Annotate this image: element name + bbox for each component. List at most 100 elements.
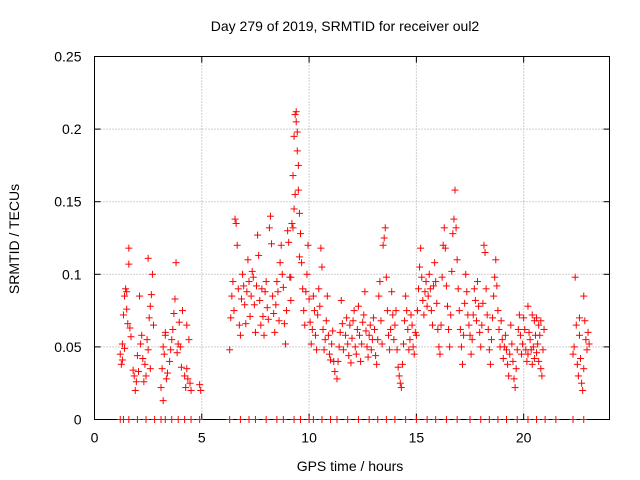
data-point [460, 331, 468, 339]
data-point [348, 334, 356, 342]
data-point [573, 360, 581, 368]
data-point [309, 292, 317, 300]
data-point [288, 219, 296, 227]
data-point [510, 375, 518, 383]
data-point [534, 340, 542, 348]
data-point [540, 325, 548, 333]
data-point [424, 292, 432, 300]
data-point [349, 317, 357, 325]
data-point [481, 249, 489, 257]
data-point [132, 378, 140, 386]
data-point [416, 263, 424, 271]
data-point [185, 336, 193, 344]
data-point [334, 357, 342, 365]
data-point [125, 244, 133, 252]
x-tick-label: 5 [198, 430, 206, 446]
data-point [354, 416, 362, 423]
data-point [266, 212, 274, 220]
data-point [447, 311, 455, 319]
data-point [506, 350, 514, 358]
data-point [571, 273, 579, 281]
data-point [146, 302, 154, 310]
data-point [492, 256, 500, 264]
data-point [248, 267, 256, 275]
data-point [287, 273, 295, 281]
data-point [314, 311, 322, 319]
data-point [290, 132, 298, 140]
data-point [283, 307, 291, 315]
data-point [122, 285, 130, 293]
data-point [431, 259, 439, 267]
data-point [295, 209, 303, 217]
data-point [162, 375, 170, 383]
data-point [410, 350, 418, 358]
data-point [306, 318, 314, 326]
data-point [182, 384, 190, 392]
data-point [255, 251, 263, 259]
data-point [396, 379, 404, 387]
data-point [277, 241, 285, 249]
data-point [157, 384, 165, 392]
data-point [528, 360, 536, 368]
data-point [384, 331, 392, 339]
data-point [251, 328, 259, 336]
data-point [337, 296, 345, 304]
data-point [327, 416, 335, 423]
data-point [125, 416, 133, 423]
data-point [533, 349, 541, 357]
data-point [472, 317, 480, 325]
data-point [144, 346, 152, 354]
y-tick-label: 0 [74, 412, 82, 428]
data-point [304, 241, 312, 249]
data-point [312, 331, 320, 339]
data-point [298, 259, 306, 267]
data-point [518, 350, 526, 358]
data-point [537, 365, 545, 373]
data-point [495, 325, 503, 333]
data-point [178, 307, 186, 315]
data-point [299, 285, 307, 293]
data-point [425, 270, 433, 278]
data-point [233, 241, 241, 249]
data-point [462, 270, 470, 278]
data-point [450, 215, 458, 223]
data-point [181, 372, 189, 380]
data-point [448, 267, 456, 275]
data-point [415, 285, 423, 293]
data-point [440, 224, 448, 232]
data-point [146, 365, 154, 373]
data-point [246, 312, 254, 320]
data-point [271, 328, 279, 336]
data-point [129, 366, 137, 374]
data-point [428, 321, 436, 329]
data-point [293, 147, 301, 155]
data-point [230, 307, 238, 315]
data-point [331, 368, 339, 376]
data-point [480, 241, 488, 249]
data-point [485, 346, 493, 354]
data-point [318, 416, 326, 423]
data-point [290, 205, 298, 213]
data-point [357, 357, 365, 365]
data-point [356, 331, 364, 339]
data-point [465, 321, 473, 329]
data-point [491, 273, 499, 281]
y-tick-label: 0.1 [62, 266, 82, 282]
data-point [526, 336, 534, 344]
data-point [169, 325, 177, 333]
data-point [196, 381, 204, 389]
data-point [184, 375, 192, 383]
data-point [141, 360, 149, 368]
data-point [259, 312, 267, 320]
data-point [583, 346, 591, 354]
data-point [392, 307, 400, 315]
data-point [226, 416, 234, 423]
data-point [391, 321, 399, 329]
data-point [426, 285, 434, 293]
data-point [441, 244, 449, 252]
data-point [504, 360, 512, 368]
data-point [466, 416, 474, 423]
data-point [482, 285, 490, 293]
data-point [118, 340, 126, 348]
data-point [293, 128, 301, 136]
